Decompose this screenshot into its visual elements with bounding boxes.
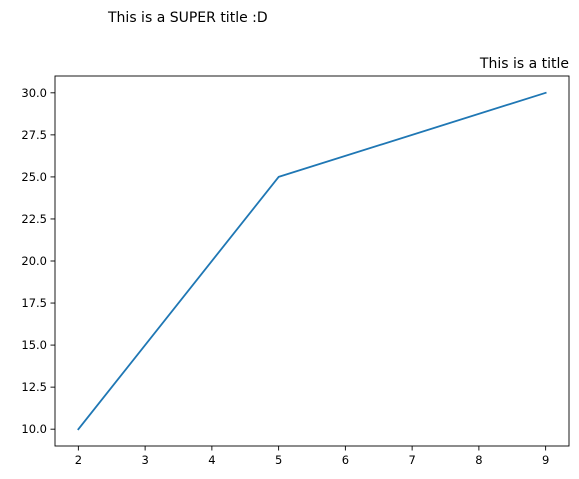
y-tick-label: 27.5 — [21, 128, 47, 142]
figure-suptitle: This is a SUPER title :D — [107, 10, 268, 26]
y-tick-label: 25.0 — [21, 170, 47, 184]
series-layer — [77, 91, 547, 431]
series-line — [77, 91, 547, 431]
y-tick-label: 12.5 — [21, 380, 47, 394]
x-tick-label: 9 — [542, 453, 549, 467]
axes-title: This is a title — [479, 56, 569, 72]
x-tick-label: 3 — [141, 453, 148, 467]
y-tick-label: 10.0 — [21, 422, 47, 436]
y-tick-label: 15.0 — [21, 338, 47, 352]
x-tick-label: 6 — [342, 453, 349, 467]
y-tick-label: 17.5 — [21, 296, 47, 310]
x-axis: 2 3 4 5 6 7 8 9 — [75, 446, 549, 467]
x-tick-label: 2 — [75, 453, 82, 467]
y-tick-label: 20.0 — [21, 254, 47, 268]
x-tick-label: 7 — [408, 453, 415, 467]
y-tick-label: 30.0 — [21, 86, 47, 100]
x-tick-label: 5 — [275, 453, 282, 467]
plot-area: 2 3 4 5 6 7 8 9 10.0 12.5 15.0 17.5 20.0 22.5 25.0 27.… — [21, 75, 570, 467]
y-axis: 10.0 12.5 15.0 17.5 20.0 22.5 25.0 27.5 30.0 — [21, 86, 55, 436]
axes-frame — [54, 75, 570, 447]
x-tick-label: 8 — [475, 453, 482, 467]
x-tick-label: 4 — [208, 453, 215, 467]
y-tick-label: 22.5 — [21, 212, 47, 226]
